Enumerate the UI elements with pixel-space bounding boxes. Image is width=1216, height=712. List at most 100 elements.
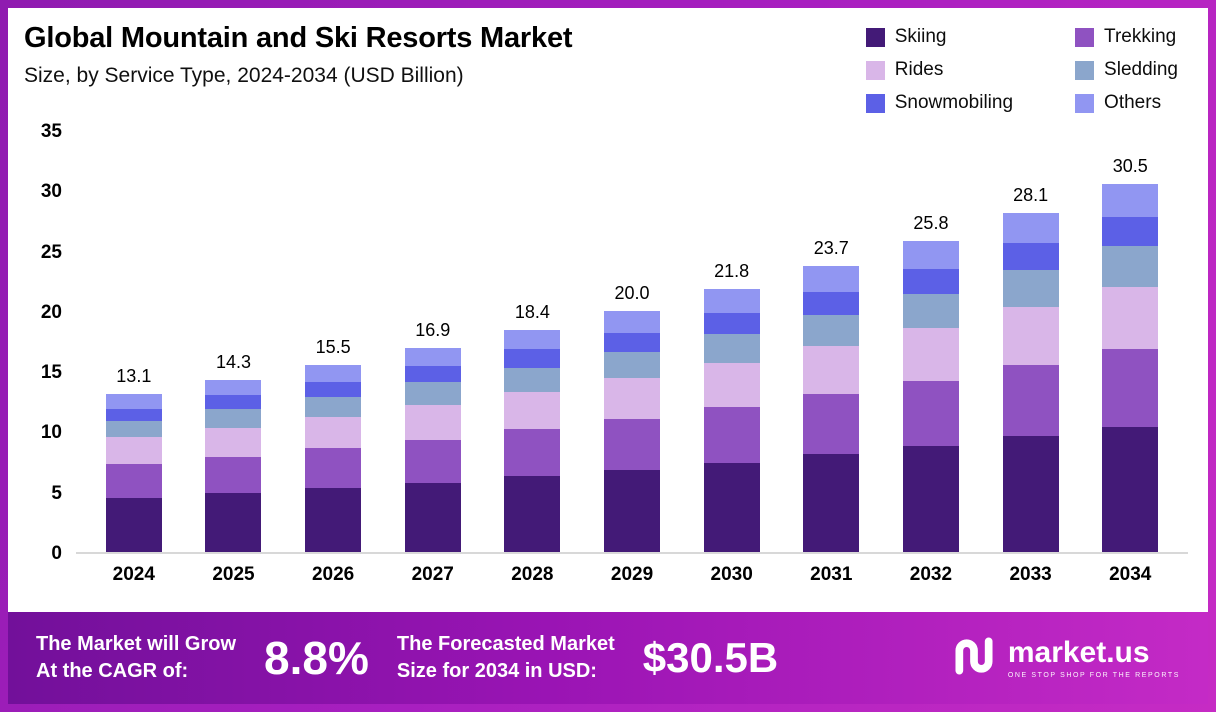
bar-segment-sledding xyxy=(1102,245,1159,287)
bar-segment-snowmobiling xyxy=(205,395,262,409)
y-tick-label: 35 xyxy=(40,121,62,142)
legend-item-rides: Rides xyxy=(865,59,1013,81)
title-block: Global Mountain and Ski Resorts Market S… xyxy=(24,22,573,88)
forecast-label-line1: The Forecasted Market xyxy=(396,633,615,655)
bar-segment-snowmobiling xyxy=(105,408,162,421)
bar-column: 20.0 xyxy=(582,132,682,552)
legend-swatch xyxy=(1075,27,1095,47)
bar-segment-rides xyxy=(305,416,362,449)
bar-segment-sledding xyxy=(105,420,162,438)
bar-segment-snowmobiling xyxy=(1002,243,1059,270)
bar-segment-snowmobiling xyxy=(1102,216,1159,246)
x-tick-label: 2026 xyxy=(311,564,355,585)
y-axis: 0 5 10 15 20 25 30 35 xyxy=(24,121,76,564)
x-tick-label: 2028 xyxy=(511,564,554,585)
bar-total-label: 20.0 xyxy=(614,282,650,303)
footer-banner: The Market will Grow At the CAGR of: 8.8… xyxy=(8,612,1208,704)
stacked-bar xyxy=(105,394,162,552)
y-tick-label: 15 xyxy=(40,362,62,384)
market-us-logo: market.us ONE STOP SHOP FOR THE REPORTS xyxy=(952,634,1180,683)
market-us-logo-icon xyxy=(952,634,996,683)
bar-column: 14.3 xyxy=(184,132,284,552)
bar-segment-skiing xyxy=(803,454,860,552)
bar-segment-skiing xyxy=(1002,436,1059,552)
bar-segment-others xyxy=(703,289,760,314)
bar-segment-trekking xyxy=(604,419,661,471)
bar-segment-snowmobiling xyxy=(305,382,362,397)
cagr-label-line1: The Market will Grow xyxy=(36,633,237,655)
brand-tagline: ONE STOP SHOP FOR THE REPORTS xyxy=(1007,671,1180,679)
bar-segment-trekking xyxy=(703,407,760,463)
bar-segment-rides xyxy=(902,327,959,381)
bar-total-label: 25.8 xyxy=(913,212,949,233)
bar-total-label: 28.1 xyxy=(1013,185,1049,206)
legend-label: Snowmobiling xyxy=(894,92,1014,113)
bars-area: 13.1 14.3 15.5 16.9 18.4 20.0 21.8 23.7 25.8 28.1… xyxy=(76,132,1188,554)
bar-segment-sledding xyxy=(205,408,262,428)
chart-header: Global Mountain and Ski Resorts Market S… xyxy=(24,22,1188,114)
bar-column: 15.5 xyxy=(283,132,383,552)
legend-swatch xyxy=(1075,93,1095,113)
bar-segment-rides xyxy=(105,437,162,464)
y-tick-label: 30 xyxy=(40,181,62,203)
bar-segment-others xyxy=(1002,213,1059,244)
forecast-label-line2: Size for 2034 in USD: xyxy=(396,660,597,682)
bar-segment-rides xyxy=(404,404,461,440)
bar-segment-snowmobiling xyxy=(703,313,760,334)
bar-column: 16.9 xyxy=(383,132,483,552)
bar-segment-others xyxy=(504,330,561,350)
bar-segment-sledding xyxy=(902,294,959,328)
legend-item-snowmobiling: Snowmobiling xyxy=(865,92,1014,114)
legend-item-others: Others xyxy=(1075,92,1178,114)
bar-segment-sledding xyxy=(404,382,461,405)
bar-segment-skiing xyxy=(305,488,362,552)
cagr-label-line2: At the CAGR of: xyxy=(36,660,189,682)
bar-segment-others xyxy=(205,379,262,396)
bar-column: 21.8 xyxy=(682,132,782,552)
bar-segment-skiing xyxy=(604,470,661,552)
bar-column: 28.1 xyxy=(981,132,1081,552)
legend-label: Rides xyxy=(894,59,944,80)
legend-swatch xyxy=(865,27,885,47)
x-tick-label: 2025 xyxy=(212,564,255,585)
x-tick-label: 2027 xyxy=(411,564,454,585)
x-tick-label: 2032 xyxy=(909,564,953,585)
forecast-value: $30.5B xyxy=(642,634,779,681)
bar-segment-sledding xyxy=(504,367,561,392)
bar-segment-snowmobiling xyxy=(404,366,461,383)
legend-item-trekking: Trekking xyxy=(1075,26,1178,48)
page-subtitle: Size, by Service Type, 2024-2034 (USD Bi… xyxy=(24,64,464,87)
bar-total-label: 23.7 xyxy=(813,238,849,259)
stacked-bar xyxy=(1002,213,1059,552)
bar-segment-others xyxy=(803,266,860,292)
bar-segment-skiing xyxy=(404,483,461,552)
bar-segment-sledding xyxy=(803,314,860,346)
chart-area: 0 5 10 15 20 25 30 35 13.1 14.3 15.5 16.9 18.4 20.0 2… xyxy=(24,121,1188,586)
bar-segment-skiing xyxy=(703,462,760,552)
y-tick-label: 20 xyxy=(40,301,62,323)
bar-segment-trekking xyxy=(305,448,362,489)
bar-segment-rides xyxy=(803,345,860,395)
stacked-bar xyxy=(902,240,959,552)
bar-column: 18.4 xyxy=(483,132,583,552)
stacked-bar xyxy=(504,330,561,552)
bar-segment-trekking xyxy=(1102,349,1159,427)
bar-segment-rides xyxy=(604,378,661,420)
bar-segment-trekking xyxy=(902,380,959,446)
brand-text: market.us ONE STOP SHOP FOR THE REPORTS xyxy=(1007,637,1180,679)
chart-section: Global Mountain and Ski Resorts Market S… xyxy=(8,8,1208,612)
page-title: Global Mountain and Ski Resorts Market xyxy=(24,22,573,54)
legend: Skiing Trekking Rides Sledding Snowmobiling O… xyxy=(865,22,1178,114)
bar-segment-sledding xyxy=(305,396,362,417)
bar-segment-sledding xyxy=(703,333,760,363)
x-tick-label: 2034 xyxy=(1109,564,1152,585)
cagr-value: 8.8% xyxy=(264,632,369,684)
chart-card: Global Mountain and Ski Resorts Market S… xyxy=(8,8,1208,704)
bar-segment-sledding xyxy=(604,351,661,379)
bar-segment-trekking xyxy=(504,429,561,477)
bar-segment-others xyxy=(105,394,162,409)
bar-total-label: 21.8 xyxy=(714,261,750,282)
x-tick-label: 2033 xyxy=(1009,564,1052,585)
bar-segment-trekking xyxy=(105,464,162,498)
